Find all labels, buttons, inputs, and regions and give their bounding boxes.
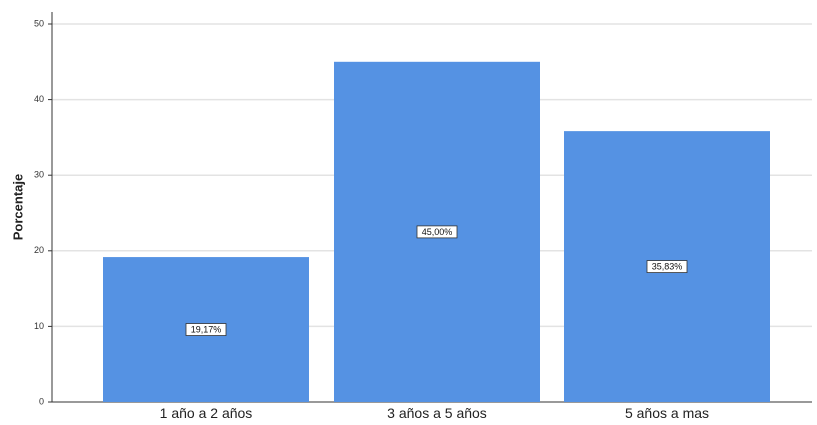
x-category-label: 5 años a mas (625, 405, 709, 421)
y-tick-label: 50 (34, 18, 44, 28)
data-labels: 19,17% 45,00% 35,83% (185, 225, 688, 336)
y-tick-label: 20 (34, 245, 44, 255)
data-label: 19,17% (191, 324, 222, 334)
category-labels: 1 año a 2 años 3 años a 5 años 5 años a ma… (160, 405, 709, 421)
data-label-box (416, 225, 458, 239)
y-tick-label: 0 (39, 396, 44, 406)
x-category-label: 3 años a 5 años (387, 405, 487, 421)
data-label-box (646, 260, 688, 273)
data-label: 45,00% (422, 227, 453, 237)
y-tick-label: 10 (34, 321, 44, 331)
y-tick-label: 40 (34, 94, 44, 104)
y-axis-title: Porcentaje (10, 174, 25, 240)
data-label-box (185, 323, 227, 336)
x-category-label: 1 año a 2 años (160, 405, 253, 421)
y-tick-labels: 0 10 20 30 40 50 (34, 18, 52, 406)
y-tick-label: 30 (34, 170, 44, 180)
data-label: 35,83% (652, 261, 683, 271)
